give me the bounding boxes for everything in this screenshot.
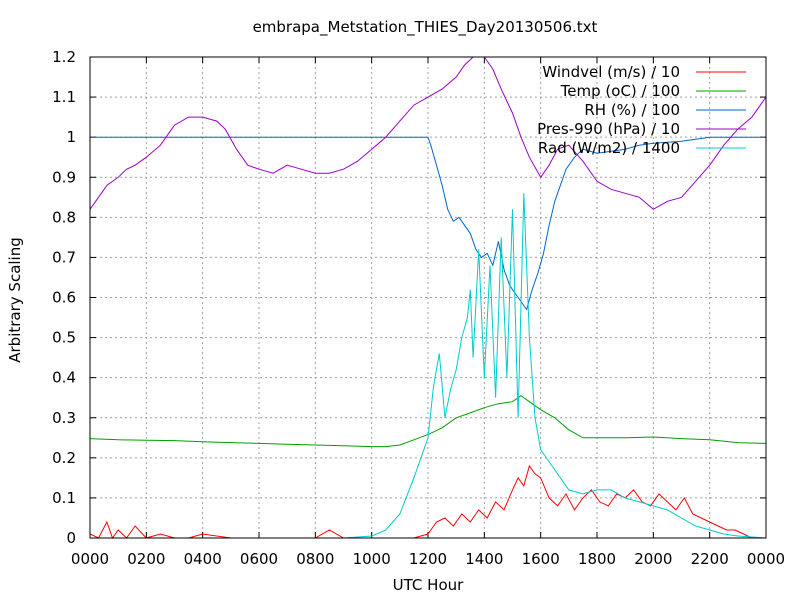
legend-label: Rad (W/m2) / 1400 <box>538 139 680 157</box>
legend-label: RH (%) / 100 <box>584 101 680 119</box>
x-tick-label: 2000 <box>634 550 672 568</box>
x-tick-label: 0600 <box>240 550 278 568</box>
y-tick-label: 1.1 <box>52 88 76 106</box>
y-tick-label: 0.3 <box>52 409 76 427</box>
y-tick-label: 0.1 <box>52 489 76 507</box>
x-tick-label: 1400 <box>465 550 503 568</box>
y-tick-label: 0.7 <box>52 248 76 266</box>
series-line <box>89 56 767 210</box>
series-line <box>89 464 766 540</box>
series-line <box>89 395 767 448</box>
y-axis-label: Arbitrary Scaling <box>6 237 24 363</box>
plot-frame <box>89 56 767 539</box>
series-line <box>90 193 767 539</box>
legend-label: Windvel (m/s) / 10 <box>542 63 680 81</box>
x-axis-label: UTC Hour <box>393 576 464 594</box>
chart-title: embrapa_Metstation_THIES_Day20130506.txt <box>253 18 598 37</box>
x-tick-label: 0400 <box>184 550 222 568</box>
y-tick-label: 0 <box>66 529 76 547</box>
y-tick-label: 0.6 <box>52 289 76 307</box>
x-tick-label: 0000 <box>747 550 785 568</box>
x-tick-label: 1000 <box>353 550 391 568</box>
x-tick-label: 1800 <box>578 550 616 568</box>
legend-label: Pres-990 (hPa) / 10 <box>537 120 680 138</box>
x-tick-label: 1600 <box>522 550 560 568</box>
x-tick-label: 2200 <box>691 550 729 568</box>
series-line <box>90 136 766 311</box>
y-tick-label: 0.8 <box>52 208 76 226</box>
x-tick-label: 1200 <box>409 550 447 568</box>
y-tick-label: 1 <box>66 128 76 146</box>
x-tick-label: 0200 <box>127 550 165 568</box>
y-tick-label: 0.9 <box>52 168 76 186</box>
x-tick-label: 0000 <box>71 550 109 568</box>
ticks-layer: 0 0.1 0.2 0.3 0.4 0.5 0.6 0.7 0.8 0.9 1 1.1 1.2 0000 0… <box>52 48 785 568</box>
y-tick-label: 0.4 <box>52 369 76 387</box>
y-tick-label: 0.2 <box>52 449 76 467</box>
x-tick-label: 0800 <box>296 550 334 568</box>
series-layer <box>89 56 767 540</box>
y-tick-label: 0.5 <box>52 329 76 347</box>
legend-label: Temp (oC) / 100 <box>560 82 680 100</box>
y-tick-label: 1.2 <box>52 48 76 66</box>
